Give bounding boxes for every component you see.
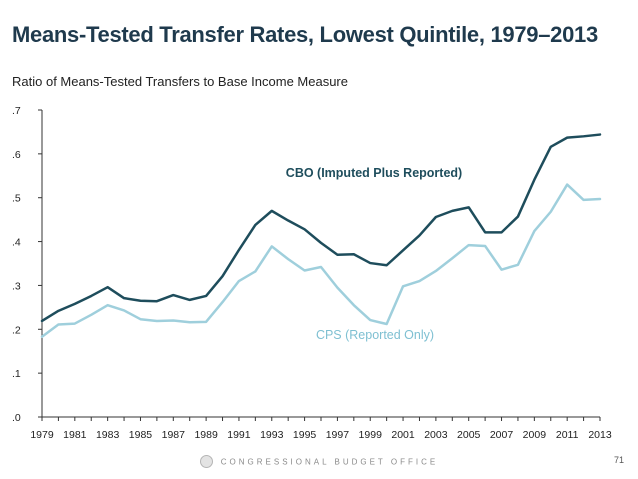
series-label-cbo: CBO (Imputed Plus Reported) bbox=[286, 166, 462, 180]
y-tick-label: .3 bbox=[12, 280, 21, 292]
y-tick-labels: .0 .1 .2 .3 .4 .5 .6 .7 bbox=[12, 105, 21, 424]
x-tick-label: 2003 bbox=[424, 429, 448, 441]
axes bbox=[38, 109, 601, 421]
x-tick-label: 2005 bbox=[457, 429, 481, 441]
x-tick-label: 1989 bbox=[194, 429, 218, 441]
x-tick-label: 2007 bbox=[490, 429, 514, 441]
x-tick-label: 1999 bbox=[359, 429, 383, 441]
cbo-seal-icon bbox=[199, 455, 213, 468]
x-tick-labels: 1979 1981 1983 1985 1987 1989 1991 1993 1995 1997… bbox=[30, 429, 612, 441]
x-tick-label: 1979 bbox=[30, 429, 54, 441]
series-line-cps bbox=[40, 183, 602, 338]
x-tick-label: 2013 bbox=[588, 429, 612, 441]
chart-title: Means-Tested Transfer Rates, Lowest Quin… bbox=[12, 22, 598, 47]
y-axis-label: Ratio of Means-Tested Transfers to Base … bbox=[12, 74, 348, 89]
y-tick-label: .4 bbox=[12, 237, 21, 249]
x-tick-label: 1997 bbox=[326, 429, 350, 441]
x-tick-label: 1987 bbox=[162, 429, 186, 441]
x-tick-label: 1991 bbox=[227, 429, 251, 441]
x-tick-label: 1995 bbox=[293, 429, 317, 441]
x-tick-label: 1993 bbox=[260, 429, 284, 441]
footer: CONGRESSIONAL BUDGET OFFICE bbox=[0, 455, 638, 469]
page-number: 71 bbox=[613, 455, 624, 465]
x-tick-label: 1981 bbox=[63, 429, 87, 441]
series-label-cps: CPS (Reported Only) bbox=[316, 328, 434, 342]
series-lines bbox=[40, 133, 602, 338]
series-line-cbo bbox=[40, 133, 602, 323]
x-tick-label: 1985 bbox=[129, 429, 153, 441]
y-tick-label: .5 bbox=[12, 193, 21, 205]
x-tick-label: 1983 bbox=[96, 429, 120, 441]
x-tick-label: 2001 bbox=[391, 429, 415, 441]
footer-text: CONGRESSIONAL BUDGET OFFICE bbox=[220, 457, 439, 467]
x-tick-label: 2009 bbox=[523, 429, 547, 441]
y-tick-label: .0 bbox=[12, 412, 21, 424]
x-tick-label: 2011 bbox=[556, 429, 579, 441]
y-tick-label: .1 bbox=[12, 368, 21, 380]
y-tick-label: .6 bbox=[12, 149, 21, 161]
y-tick-label: .7 bbox=[12, 105, 21, 117]
y-tick-label: .2 bbox=[12, 324, 21, 336]
